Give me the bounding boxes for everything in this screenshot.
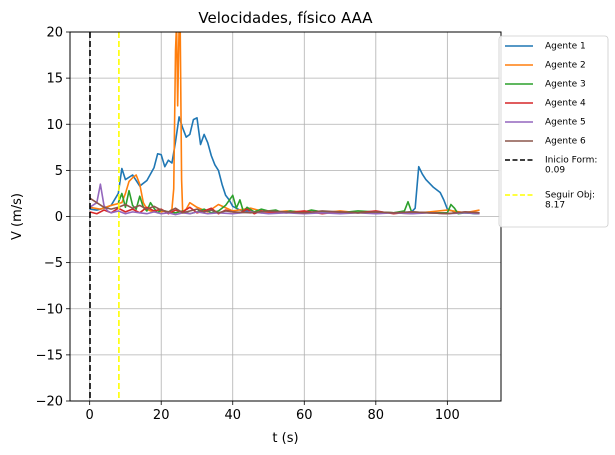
legend-label-agente-5: Agente 5 [545,118,586,128]
legend-label-seguir-obj: Seguir Obj: [545,191,595,201]
chart-title: Velocidades, físico AAA [198,9,373,27]
x-tick-label: 60 [296,408,313,423]
x-tick-label: 100 [435,408,460,423]
legend-label-inicio-form: Inicio Form: [545,156,597,166]
ticks: 0 20 40 60 80 100 −20 −15 −10 −5 0 5 10 15 20 [36,26,460,424]
legend-label-agente-2: Agente 2 [545,61,586,71]
y-tick-label: −10 [36,302,63,317]
x-tick-label: 80 [368,408,385,423]
y-tick-label: 10 [46,118,63,133]
y-tick-label: −15 [36,348,63,363]
x-axis-label: t (s) [272,431,298,446]
series-line-agente-2 [89,32,480,215]
y-tick-label: 20 [46,26,63,41]
y-tick-label: 5 [55,164,63,179]
x-tick-label: 20 [153,408,170,423]
y-axis-label: V (m/s) [10,193,25,240]
series-line-agente-5 [89,183,480,216]
legend-label-inicio-form: 0.09 [545,166,565,176]
legend-label-agente-1: Agente 1 [545,42,586,52]
grid [70,31,501,402]
series-layer [89,32,480,401]
series-line-agente-6 [89,197,480,215]
legend-label-agente-6: Agente 6 [545,137,586,147]
y-tick-label: −5 [44,256,63,271]
y-tick-label: −20 [36,395,63,410]
y-tick-label: 0 [55,210,63,225]
x-tick-label: 40 [224,408,241,423]
series-line-agente-1 [89,116,480,215]
y-tick-label: 15 [46,72,63,87]
x-tick-label: 0 [86,408,94,423]
legend-label-agente-4: Agente 4 [545,99,586,109]
legend-label-seguir-obj: 8.17 [545,201,565,211]
legend-label-agente-3: Agente 3 [545,80,586,90]
legend: Agente 1 Agente 2 Agente 3 Agente 4 Agente 5… [498,35,609,228]
